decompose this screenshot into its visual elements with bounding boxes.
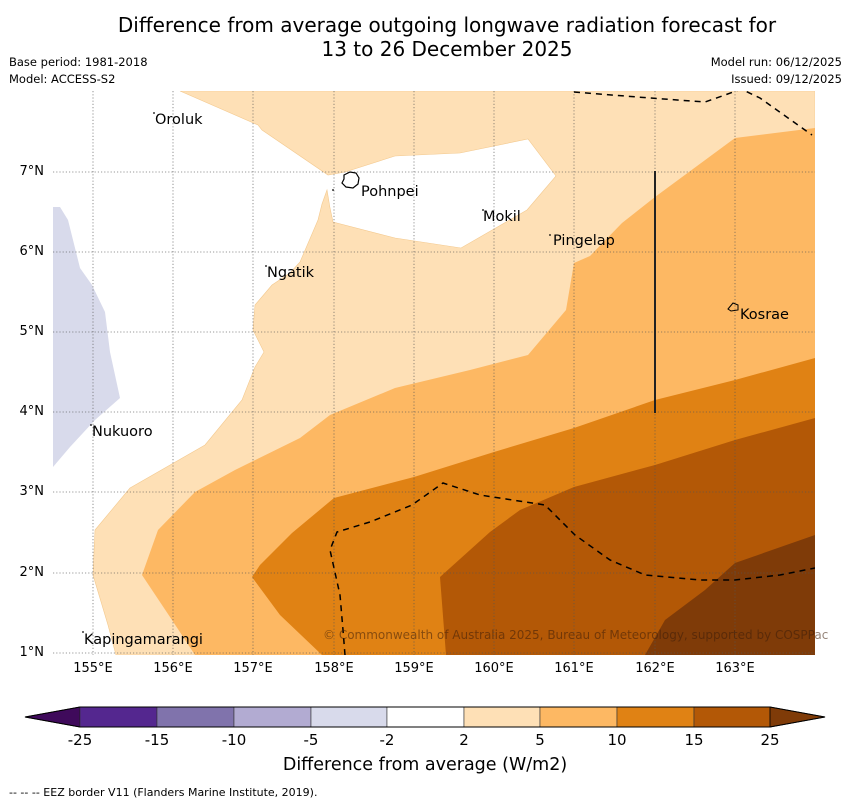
kapingamarangi-marker	[82, 631, 84, 633]
map-canvas	[53, 91, 815, 655]
colorbar-extend-min	[24, 706, 81, 728]
lon-tick: 157°E	[233, 661, 273, 676]
place-label-ngatik: Ngatik	[267, 265, 315, 281]
nukuoro-marker	[90, 424, 92, 426]
lon-tick: 160°E	[474, 661, 514, 676]
lon-tick: 161°E	[554, 661, 594, 676]
meta-left: Base period: 1981-2018 Model: ACCESS-S2	[9, 54, 148, 88]
island-markers	[82, 112, 551, 633]
colorbar-tick: 25	[760, 731, 780, 749]
lon-tick: 155°E	[73, 661, 113, 676]
contour-layers	[53, 91, 815, 655]
lat-tick: 1°N	[19, 645, 45, 660]
eez-border	[329, 91, 815, 655]
place-label-pohnpei: Pohnpei	[361, 184, 419, 200]
colorbar-tick: 10	[607, 731, 627, 749]
meta-right: Model run: 06/12/2025 Issued: 09/12/2025	[711, 54, 842, 88]
oroluk-marker	[153, 112, 155, 114]
place-label-pingelap: Pingelap	[553, 233, 615, 249]
colorbar-outline	[24, 706, 826, 728]
lon-tick: 158°E	[314, 661, 354, 676]
title-line-2: 13 to 26 December 2025	[321, 37, 573, 61]
colorbar-tick: -15	[144, 731, 170, 749]
place-label-kosrae: Kosrae	[740, 307, 789, 323]
colorbar-extend-max	[769, 706, 826, 728]
colorbar-tick: -5	[303, 731, 319, 749]
colorbar-bin	[310, 706, 388, 728]
pohnpei-island-icon	[341, 171, 360, 189]
lat-tick: 4°N	[19, 404, 45, 419]
lon-tick: 162°E	[635, 661, 675, 676]
mokil-marker	[482, 209, 484, 211]
lat-tick: 3°N	[19, 484, 45, 499]
lat-tick: 5°N	[19, 324, 45, 339]
map-title: Difference from average outgoing longwav…	[0, 13, 850, 61]
colorbar-bins	[24, 706, 826, 728]
colorbar	[24, 706, 826, 728]
title-line-1: Difference from average outgoing longwav…	[117, 13, 777, 37]
model-name: Model: ACCESS-S2	[9, 72, 116, 86]
colorbar-bin	[539, 706, 618, 728]
colorbar-tick: 5	[535, 731, 545, 749]
model-run: Model run: 06/12/2025	[710, 55, 842, 69]
pingelap-marker	[549, 234, 551, 236]
ngatik-marker	[265, 265, 267, 267]
lat-tick: 2°N	[19, 565, 45, 580]
colorbar-bin	[616, 706, 695, 728]
place-label-mokil: Mokil	[483, 209, 521, 225]
lat-tick: 6°N	[19, 244, 45, 259]
colorbar-tick: 15	[684, 731, 704, 749]
place-label-nukuoro: Nukuoro	[92, 424, 153, 440]
eez-border-south-west	[329, 482, 815, 655]
colorbar-bin	[693, 706, 771, 728]
eez-border-north	[573, 91, 813, 136]
eez-footnote: -- -- -- EEZ border V11 (Flanders Marine…	[9, 786, 318, 799]
colorbar-bin	[233, 706, 312, 728]
colorbar-tick: -10	[221, 731, 247, 749]
colorbar-bin	[156, 706, 235, 728]
lon-tick: 156°E	[153, 661, 193, 676]
lat-tick: 7°N	[19, 164, 45, 179]
colorbar-bin	[463, 706, 541, 728]
kosrae-island-icon	[727, 302, 739, 312]
place-label-oroluk: Oroluk	[155, 112, 203, 128]
copyright-notice: © Commonwealth of Australia 2025, Bureau…	[323, 628, 829, 642]
lon-tick: 159°E	[394, 661, 434, 676]
band-minus-5-to-minus-2	[53, 207, 120, 467]
colorbar-bin	[79, 706, 158, 728]
colorbar-bin	[386, 706, 465, 728]
ant-atoll-marker	[332, 189, 334, 191]
lon-tick: 163°E	[715, 661, 755, 676]
base-period: Base period: 1981-2018	[9, 55, 148, 69]
colorbar-tick: -2	[379, 731, 395, 749]
colorbar-tick: 2	[459, 731, 469, 749]
place-label-kapingamarangi: Kapingamarangi	[84, 632, 203, 648]
band-above-25	[645, 535, 815, 655]
colorbar-label: Difference from average (W/m2)	[282, 755, 568, 775]
colorbar-tick: -25	[67, 731, 93, 749]
issued-date: Issued: 09/12/2025	[731, 72, 842, 86]
